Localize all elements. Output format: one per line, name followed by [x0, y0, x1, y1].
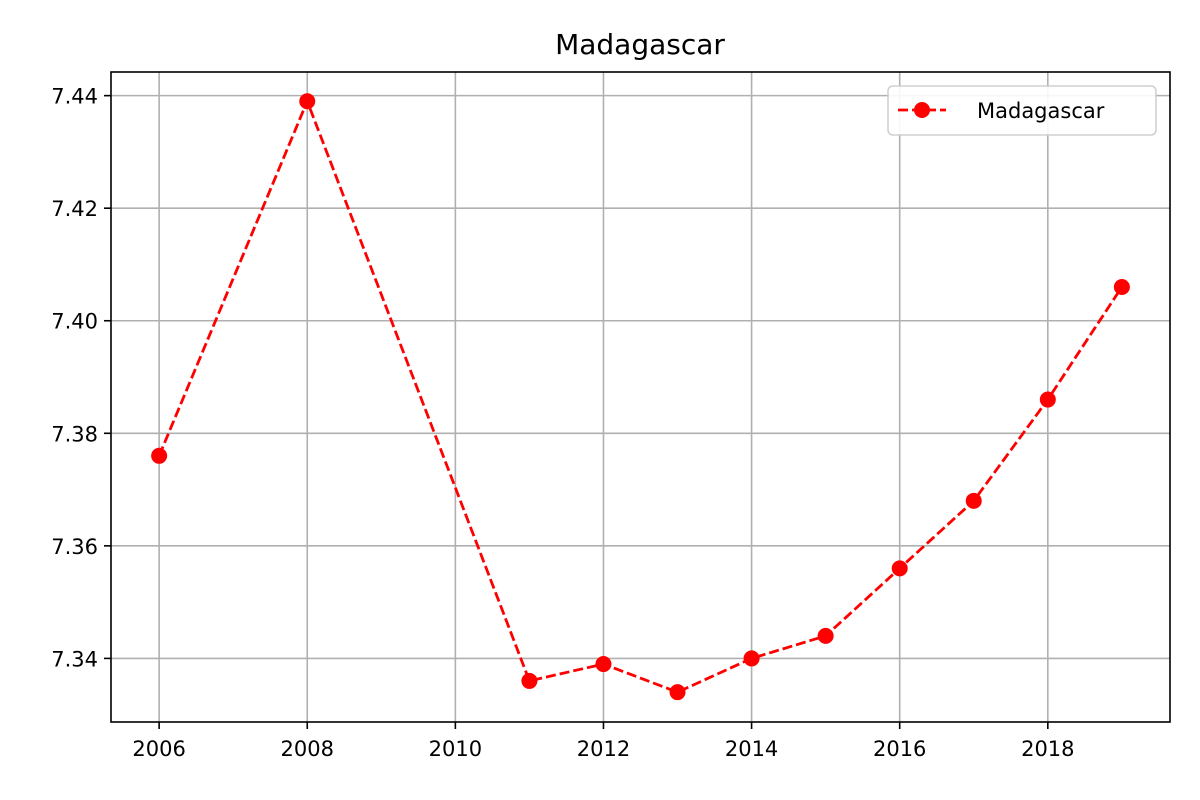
x-tick-label: 2010 [429, 737, 482, 761]
data-point [965, 492, 982, 509]
y-tick-label: 7.36 [51, 535, 98, 559]
x-tick-label: 2014 [725, 737, 778, 761]
legend: Madagascar [887, 85, 1157, 136]
grid [111, 72, 1170, 722]
series-line [157, 97, 1124, 694]
data-point [1113, 278, 1130, 295]
data-point [521, 672, 538, 689]
y-tick-label: 7.38 [51, 422, 98, 446]
plot-frame [110, 71, 1171, 723]
y-tick-label: 7.40 [51, 310, 98, 334]
y-tick-label: 7.44 [51, 85, 98, 109]
data-point [817, 627, 834, 644]
data-point [595, 656, 612, 673]
data-point [743, 650, 760, 667]
data-point [669, 684, 686, 701]
legend-box [887, 85, 1157, 136]
legend-label: Madagascar [977, 99, 1105, 123]
data-point [1039, 391, 1056, 408]
series-layer [151, 93, 1130, 701]
x-tick-label: 2018 [1021, 737, 1074, 761]
x-tick-label: 2012 [577, 737, 630, 761]
data-point [891, 560, 908, 577]
data-point [299, 93, 316, 110]
data-point [151, 447, 168, 464]
chart-title: Madagascar [555, 28, 725, 61]
y-tick-label: 7.34 [51, 647, 98, 671]
x-tick-label: 2016 [873, 737, 926, 761]
legend-marker [914, 102, 930, 118]
axis-ticks: 2006 2008 2010 2012 2014 2016 2018 7.34 7.36 7.38… [51, 85, 1074, 761]
y-tick-label: 7.42 [51, 197, 98, 221]
x-tick-label: 2008 [281, 737, 334, 761]
x-tick-label: 2006 [132, 737, 185, 761]
